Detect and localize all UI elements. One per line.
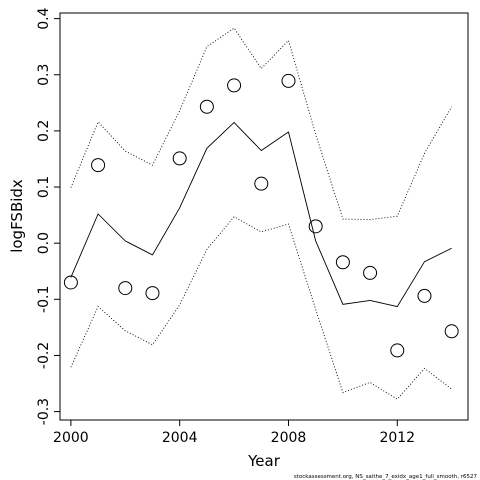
observed-point [417,288,432,303]
y-tick-label: 0.1 [36,176,52,198]
plot-frame [59,12,469,421]
y-tick-label: 0.2 [36,120,52,142]
observed-point [363,265,378,280]
fitted-line [70,121,452,308]
lower-bound-line [70,216,452,400]
observed-point [63,275,78,290]
x-axis-label: Year [247,452,281,470]
observed-point [308,219,323,234]
x-axis: 2000 2004 2008 2012 [53,420,415,446]
y-tick-label: 0.3 [36,64,52,86]
x-tick-label: 2012 [379,430,415,446]
y-axis-label: logFSBidx [8,179,26,253]
observed-point [444,324,459,339]
x-tick-label: 2008 [271,430,307,446]
observed-point [281,73,296,88]
y-tick-label: -0.3 [36,398,52,425]
y-tick-label: 0.4 [36,7,52,29]
observed-point [254,176,269,191]
x-tick-label: 2000 [53,430,89,446]
observed-point [172,151,187,166]
y-tick-label: 0.0 [36,232,52,254]
observed-point [91,158,106,173]
observed-point [118,281,133,296]
upper-bound-line [70,27,453,221]
y-tick-label: -0.1 [36,286,52,313]
credit-text: stockassessment.org, NS_saithe_7_exidx_a… [294,474,478,480]
observed-point [145,286,160,301]
observed-point [335,255,350,270]
observed-point [227,78,242,93]
series-layer [70,27,453,400]
x-tick-label: 2004 [162,430,198,446]
y-axis: -0.3 -0.2 -0.1 0.0 0.1 0.2 0.3 0.4 [36,7,60,425]
points-layer [63,73,459,358]
observed-point [390,343,405,358]
y-tick-label: -0.2 [36,342,52,369]
observed-point [199,99,214,114]
